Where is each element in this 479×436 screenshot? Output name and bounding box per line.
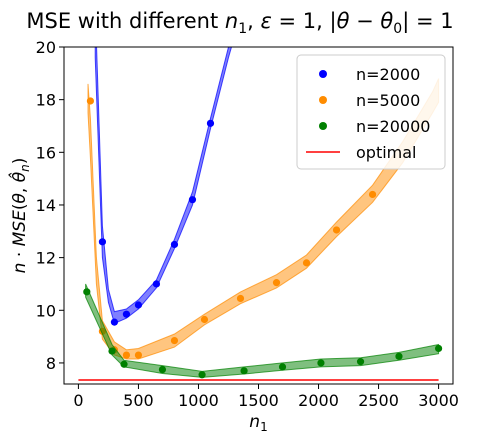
title-n: n	[225, 9, 238, 33]
x-tick-label-0: 0	[73, 391, 83, 410]
y-tick-label-8: 8	[46, 354, 56, 373]
point-n=20000-9	[395, 352, 403, 360]
legend-label-n=20000: n=20000	[356, 117, 430, 136]
y-tick-label-18: 18	[36, 91, 56, 110]
xlabel-sub: 1	[260, 420, 268, 434]
title-subscript: 1	[238, 21, 247, 37]
title-part: ,	[247, 9, 260, 33]
point-n=5000-3	[122, 351, 131, 359]
point-n=5000-0	[86, 97, 95, 105]
title-end: | = 1	[402, 9, 453, 34]
point-n=20000-1	[108, 347, 116, 355]
legend-label-n=5000: n=5000	[356, 91, 420, 110]
point-n=20000-0	[83, 288, 91, 296]
point-n=5000-5	[170, 336, 179, 345]
point-n=2000-7	[206, 119, 215, 127]
title-theta0: θ	[380, 9, 393, 33]
ylabel-close: )	[10, 158, 30, 165]
point-n=2000-4	[152, 280, 161, 288]
band-n=2000	[94, 47, 233, 325]
y-axis-label: n · MSE(θ, θ̂n)	[7, 158, 32, 274]
ylabel-sub: n	[18, 164, 32, 172]
point-n=2000-6	[188, 196, 197, 204]
ylabel-theta: θ	[10, 193, 30, 204]
ylabel-mse: MSE	[10, 210, 30, 246]
title-subscript0: 0	[393, 21, 402, 37]
point-n=2000-3	[134, 301, 143, 309]
point-n=20000-6	[278, 363, 287, 371]
y-tick-label-12: 12	[36, 249, 56, 268]
point-n=20000-5	[240, 367, 248, 375]
point-n=2000-1	[110, 318, 119, 326]
point-n=20000-8	[356, 358, 365, 366]
point-n=2000-5	[170, 240, 179, 249]
point-n=5000-7	[236, 294, 245, 303]
point-n=20000-3	[158, 365, 167, 374]
point-n=5000-8	[272, 279, 281, 287]
legend-box	[296, 54, 446, 170]
x-tick-label-3000: 3000	[418, 391, 459, 410]
point-n=5000-10	[332, 226, 341, 234]
x-axis-label: n1	[249, 412, 267, 434]
legend: n=2000 n=5000 n=20000 optimal	[296, 54, 446, 170]
legend-marker-n=2000	[319, 70, 327, 78]
plot-area	[78, 47, 443, 381]
point-n=20000-7	[317, 359, 325, 367]
y-tick-label-10: 10	[36, 301, 56, 320]
point-n=2000-0	[98, 238, 107, 246]
legend-marker-n=20000	[319, 122, 327, 130]
legend-label-n=2000: n=2000	[356, 65, 420, 84]
ylabel-n: n	[10, 263, 30, 274]
point-n=5000-6	[200, 315, 209, 324]
x-tick-label-2500: 2500	[358, 391, 399, 410]
band-n=20000	[85, 283, 440, 378]
title-theta: θ	[337, 9, 350, 33]
point-n=20000-10	[434, 344, 443, 353]
legend-label-optimal: optimal	[356, 143, 417, 162]
y-tick-label-14: 14	[36, 196, 56, 215]
point-n=5000-4	[134, 351, 143, 359]
point-n=20000-2	[120, 360, 128, 368]
point-n=5000-11	[368, 190, 377, 199]
point-n=5000-9	[302, 259, 311, 267]
axes: 0 500 1000 1500 2000 2500 3000 8 10 12 14 16 18 20	[36, 38, 459, 410]
x-tick-label-1000: 1000	[178, 391, 219, 410]
y-tick-label-16: 16	[36, 143, 56, 162]
x-tick-label-1500: 1500	[238, 391, 279, 410]
y-tick-label-20: 20	[36, 38, 56, 57]
ylabel-thetahat: θ̂	[7, 171, 30, 182]
legend-marker-n=5000	[319, 96, 327, 104]
point-n=2000-2	[122, 310, 131, 318]
xlabel-n: n	[249, 412, 260, 432]
point-n=20000-4	[198, 371, 206, 379]
title-epsilon: ε	[261, 9, 272, 33]
x-tick-label-500: 500	[123, 391, 154, 410]
chart-title: MSE with different n1, ε = 1, |θ − θ0| =…	[26, 9, 453, 37]
x-tick-label-2000: 2000	[298, 391, 339, 410]
